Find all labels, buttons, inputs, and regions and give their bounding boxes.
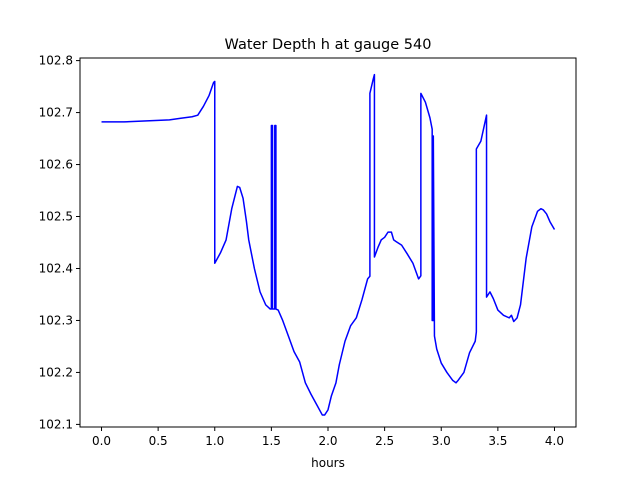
y-tick-label: 102.5: [39, 210, 73, 224]
plot-frame: [79, 57, 577, 428]
y-tick-label: 102.6: [39, 158, 73, 172]
y-tick-label: 102.3: [39, 313, 73, 327]
x-tick-label: 0.0: [92, 434, 111, 448]
series-line-0: [101, 73, 556, 416]
x-tick-label: 2.5: [375, 434, 394, 448]
y-tick-label: 102.4: [39, 261, 73, 275]
y-axis: 102.1 102.2 102.3 102.4 102.5 102.6 102.7 102.8: [39, 54, 80, 431]
x-tick-label: 2.0: [318, 434, 337, 448]
plot-area: [101, 73, 556, 416]
x-axis-label: hours: [311, 456, 345, 470]
y-tick-label: 102.7: [39, 106, 73, 120]
x-tick-label: 0.5: [149, 434, 168, 448]
y-tick-label: 102.8: [39, 54, 73, 68]
x-tick-label: 3.0: [432, 434, 451, 448]
x-tick-label: 1.5: [262, 434, 281, 448]
x-tick-label: 4.0: [545, 434, 564, 448]
y-tick-label: 102.1: [39, 417, 73, 431]
x-axis: 0.0 0.5 1.0 1.5 2.0 2.5 3.0 3.5 4.0: [92, 427, 564, 448]
x-tick-label: 1.0: [205, 434, 224, 448]
chart-title: Water Depth h at gauge 540: [225, 37, 432, 53]
y-tick-label: 102.2: [39, 365, 73, 379]
x-tick-label: 3.5: [488, 434, 507, 448]
